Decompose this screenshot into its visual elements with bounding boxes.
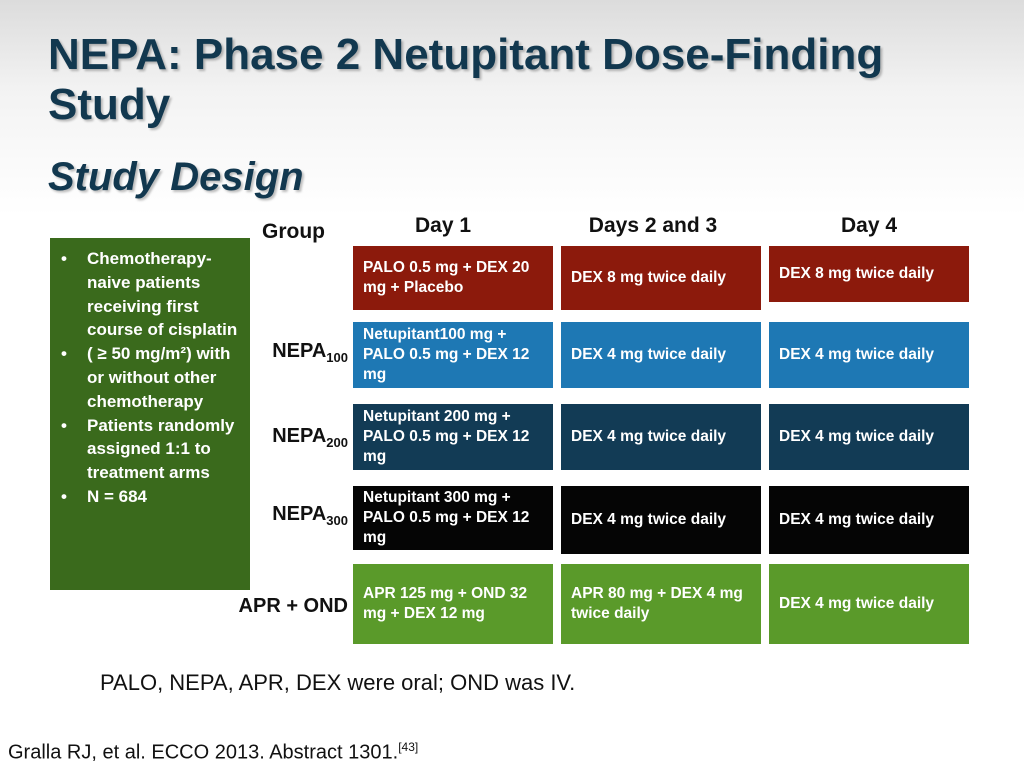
apr-ond-day4: DEX 4 mg twice daily bbox=[769, 564, 969, 644]
header-group: Group bbox=[262, 220, 325, 243]
eligibility-box: Chemotherapy-naive patients receiving fi… bbox=[50, 238, 250, 590]
nepa200-day1: Netupitant 200 mg + PALO 0.5 mg + DEX 12… bbox=[353, 404, 553, 470]
group-label-apr-ond: APR + OND bbox=[238, 595, 348, 617]
eligibility-item: N = 684 bbox=[58, 485, 242, 509]
slide-subtitle: Study Design bbox=[48, 155, 304, 199]
eligibility-item: Patients randomly assigned 1:1 to treatm… bbox=[58, 414, 242, 485]
nepa100-days-2-3: DEX 4 mg twice daily bbox=[561, 322, 761, 388]
nepa300-day4: DEX 4 mg twice daily bbox=[769, 486, 969, 554]
eligibility-item: ( ≥ 50 mg/m²) with or without other chem… bbox=[58, 342, 242, 413]
nepa300-day1: Netupitant 300 mg + PALO 0.5 mg + DEX 12… bbox=[353, 486, 553, 550]
header-day1: Day 1 bbox=[414, 214, 472, 237]
nepa200-day4: DEX 4 mg twice daily bbox=[769, 404, 969, 470]
apr-ond-days-2-3: APR 80 mg + DEX 4 mg twice daily bbox=[561, 564, 761, 644]
apr-ond-day1: APR 125 mg + OND 32 mg + DEX 12 mg bbox=[353, 564, 553, 644]
nepa300-days-2-3: DEX 4 mg twice daily bbox=[561, 486, 761, 554]
control-day1: PALO 0.5 mg + DEX 20 mg + Placebo bbox=[353, 246, 553, 310]
control-days-2-3: DEX 8 mg twice daily bbox=[561, 246, 761, 310]
header-days-2-3: Days 2 and 3 bbox=[588, 214, 718, 237]
group-label-nepa100: NEPA100 bbox=[272, 340, 348, 365]
citation: Gralla RJ, et al. ECCO 2013. Abstract 13… bbox=[8, 740, 419, 764]
eligibility-item: Chemotherapy-naive patients receiving fi… bbox=[58, 247, 242, 342]
control-day4: DEX 8 mg twice daily bbox=[769, 246, 969, 302]
nepa100-day1: Netupitant100 mg + PALO 0.5 mg + DEX 12 … bbox=[353, 322, 553, 388]
header-day4: Day 4 bbox=[840, 214, 898, 237]
group-label-nepa200: NEPA200 bbox=[272, 425, 348, 450]
nepa200-days-2-3: DEX 4 mg twice daily bbox=[561, 404, 761, 470]
nepa100-day4: DEX 4 mg twice daily bbox=[769, 322, 969, 388]
route-footnote: PALO, NEPA, APR, DEX were oral; OND was … bbox=[100, 670, 576, 695]
group-label-nepa300: NEPA300 bbox=[272, 503, 348, 528]
slide-title: NEPA: Phase 2 Netupitant Dose-Finding St… bbox=[48, 30, 884, 129]
